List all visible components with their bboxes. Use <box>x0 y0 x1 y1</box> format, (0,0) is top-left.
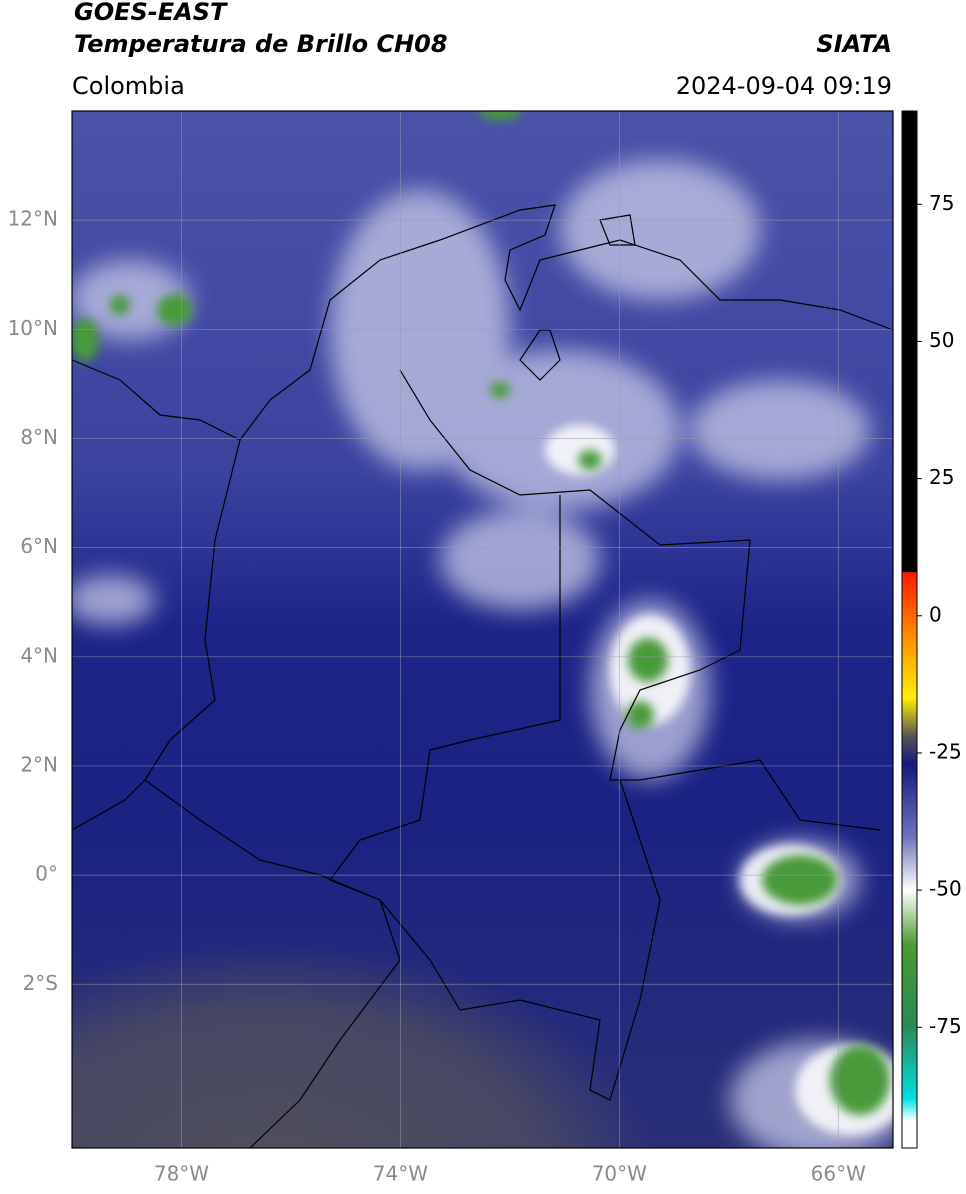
colorbar-tick-label: 50 <box>929 328 954 352</box>
y-tick-label: 2°N <box>20 752 58 776</box>
boundaries <box>72 204 893 1148</box>
datetime: 2024-09-04 09:19 <box>676 72 892 100</box>
y-tick-label: 12°N <box>8 207 58 231</box>
colorbar-tick-label: 75 <box>929 191 954 215</box>
x-tick-label: 66°W <box>811 1162 866 1186</box>
colorbar <box>901 110 918 1149</box>
y-tick-label: 0° <box>35 862 58 886</box>
y-tick-label: 2°S <box>23 971 58 995</box>
y-tick-label: 4°N <box>20 643 58 667</box>
x-tick-label: 74°W <box>373 1162 428 1186</box>
colorbar-tick-label: 25 <box>929 465 954 489</box>
subtitle: Temperatura de Brillo CH08 <box>74 30 448 58</box>
x-tick-label: 70°W <box>592 1162 647 1186</box>
x-tick-label: 78°W <box>154 1162 209 1186</box>
title: GOES-EAST <box>74 0 228 26</box>
colorbar-tick-label: -75 <box>929 1014 962 1038</box>
colorbar-tick-label: 0 <box>929 602 942 626</box>
y-tick-label: 8°N <box>20 425 58 449</box>
map-frame <box>71 110 894 1149</box>
source: SIATA <box>816 30 892 58</box>
colorbar-tick-label: -50 <box>929 877 962 901</box>
satellite-image <box>72 111 893 1148</box>
region: Colombia <box>72 72 185 100</box>
y-tick-label: 6°N <box>20 534 58 558</box>
colorbar-tick-label: -25 <box>929 739 962 763</box>
y-tick-label: 10°N <box>8 316 58 340</box>
